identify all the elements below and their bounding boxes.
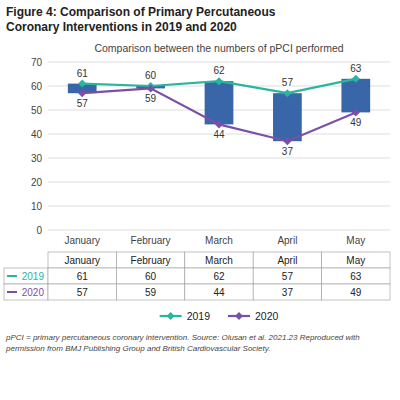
table-row-label: 2019 xyxy=(22,271,45,282)
difference-bar xyxy=(273,93,302,141)
table-cell xyxy=(253,268,321,284)
series-marker xyxy=(78,80,86,88)
table-cell xyxy=(185,268,253,284)
series-marker xyxy=(283,89,291,97)
table-header: May xyxy=(346,255,365,266)
legend-item: 2020 xyxy=(228,310,279,322)
y-tick-label: 20 xyxy=(31,177,43,188)
y-tick-label: 70 xyxy=(31,57,43,68)
table-cell xyxy=(48,268,116,284)
y-tick-label: 30 xyxy=(31,153,43,164)
footnote: pPCI = primary percutaneous coronary int… xyxy=(5,333,360,342)
data-labels: 61 60 62 57 63 57 59 44 37 49 xyxy=(77,63,362,157)
legend-label: 2019 xyxy=(187,310,211,322)
table-header: March xyxy=(205,255,233,266)
data-label: 63 xyxy=(350,63,362,74)
table-header: January xyxy=(64,255,100,266)
plot-area xyxy=(68,75,370,145)
y-tick-label: 0 xyxy=(36,225,42,236)
y-axis: 0 10 20 30 40 50 60 70 xyxy=(31,57,390,236)
grid-line xyxy=(48,230,390,231)
table-value: 37 xyxy=(282,287,294,298)
table-cell xyxy=(322,284,390,300)
table-value: 61 xyxy=(77,271,89,282)
table-row-label: 2020 xyxy=(22,287,45,298)
data-label: 61 xyxy=(77,68,89,79)
table-cell xyxy=(253,252,321,268)
y-tick-label: 10 xyxy=(31,201,43,212)
title: Figure 4: Comparison of Primary Percutan… xyxy=(6,5,276,19)
data-table: January February March April May 2019 61 60 62 57… xyxy=(4,252,390,300)
table-value: 59 xyxy=(145,287,157,298)
data-label: 49 xyxy=(350,117,362,128)
x-tick-label: February xyxy=(131,235,171,246)
subtitle: Comparison between the numbers of pPCI p… xyxy=(94,42,343,54)
table-cell xyxy=(4,284,48,300)
y-tick-label: 60 xyxy=(31,81,43,92)
x-tick-label: May xyxy=(346,235,365,246)
table-header: April xyxy=(277,255,297,266)
table-cell xyxy=(4,268,48,284)
table-value: 44 xyxy=(213,287,225,298)
y-tick-label: 50 xyxy=(31,105,43,116)
data-label: 60 xyxy=(145,70,157,81)
legend: 2019 2020 xyxy=(160,310,279,322)
chart-container: Figure 4: Comparison of Primary Percutan… xyxy=(0,0,400,400)
grid-line xyxy=(48,158,390,159)
table-value: 49 xyxy=(350,287,362,298)
data-label: 62 xyxy=(213,65,225,76)
table-value: 57 xyxy=(282,271,294,282)
table-value: 60 xyxy=(145,271,157,282)
data-label: 44 xyxy=(213,129,225,140)
table-value: 63 xyxy=(350,271,362,282)
grid-line xyxy=(48,206,390,207)
table-cell xyxy=(116,284,184,300)
table-row-icon xyxy=(7,291,17,293)
data-label: 59 xyxy=(145,93,157,104)
legend-marker xyxy=(167,312,175,320)
grid-line xyxy=(48,62,390,63)
legend-label: 2020 xyxy=(255,310,279,322)
x-tick-label: March xyxy=(205,235,233,246)
series-line xyxy=(82,88,356,141)
table-cell xyxy=(185,252,253,268)
table-cell xyxy=(253,284,321,300)
data-label: 57 xyxy=(77,98,89,109)
table-value: 62 xyxy=(213,271,225,282)
title: Coronary Interventions in 2019 and 2020 xyxy=(6,20,237,34)
table-cell xyxy=(116,268,184,284)
x-axis: January February March April May xyxy=(64,235,365,246)
series-marker xyxy=(283,137,291,145)
table-cell xyxy=(48,284,116,300)
grid-line xyxy=(48,182,390,183)
y-tick-label: 40 xyxy=(31,129,43,140)
table-row-icon xyxy=(7,275,17,277)
table-cell xyxy=(322,252,390,268)
series-marker xyxy=(352,108,360,116)
legend-marker xyxy=(235,312,243,320)
table-header: February xyxy=(131,255,171,266)
footnote: permission from BMJ Publishing Group and… xyxy=(5,344,270,353)
data-label: 37 xyxy=(282,146,294,157)
table-cell xyxy=(116,252,184,268)
x-tick-label: April xyxy=(277,235,297,246)
legend-item: 2019 xyxy=(160,310,211,322)
table-cell xyxy=(322,268,390,284)
x-tick-label: January xyxy=(64,235,100,246)
table-cell xyxy=(185,284,253,300)
series-marker xyxy=(78,89,86,97)
chart-svg: Figure 4: Comparison of Primary Percutan… xyxy=(0,0,400,400)
series-marker xyxy=(215,120,223,128)
series-marker xyxy=(215,77,223,85)
data-label: 57 xyxy=(282,77,294,88)
table-cell xyxy=(48,252,116,268)
series-marker xyxy=(352,75,360,83)
table-value: 57 xyxy=(77,287,89,298)
difference-bar xyxy=(341,79,370,113)
series-marker xyxy=(147,84,155,92)
